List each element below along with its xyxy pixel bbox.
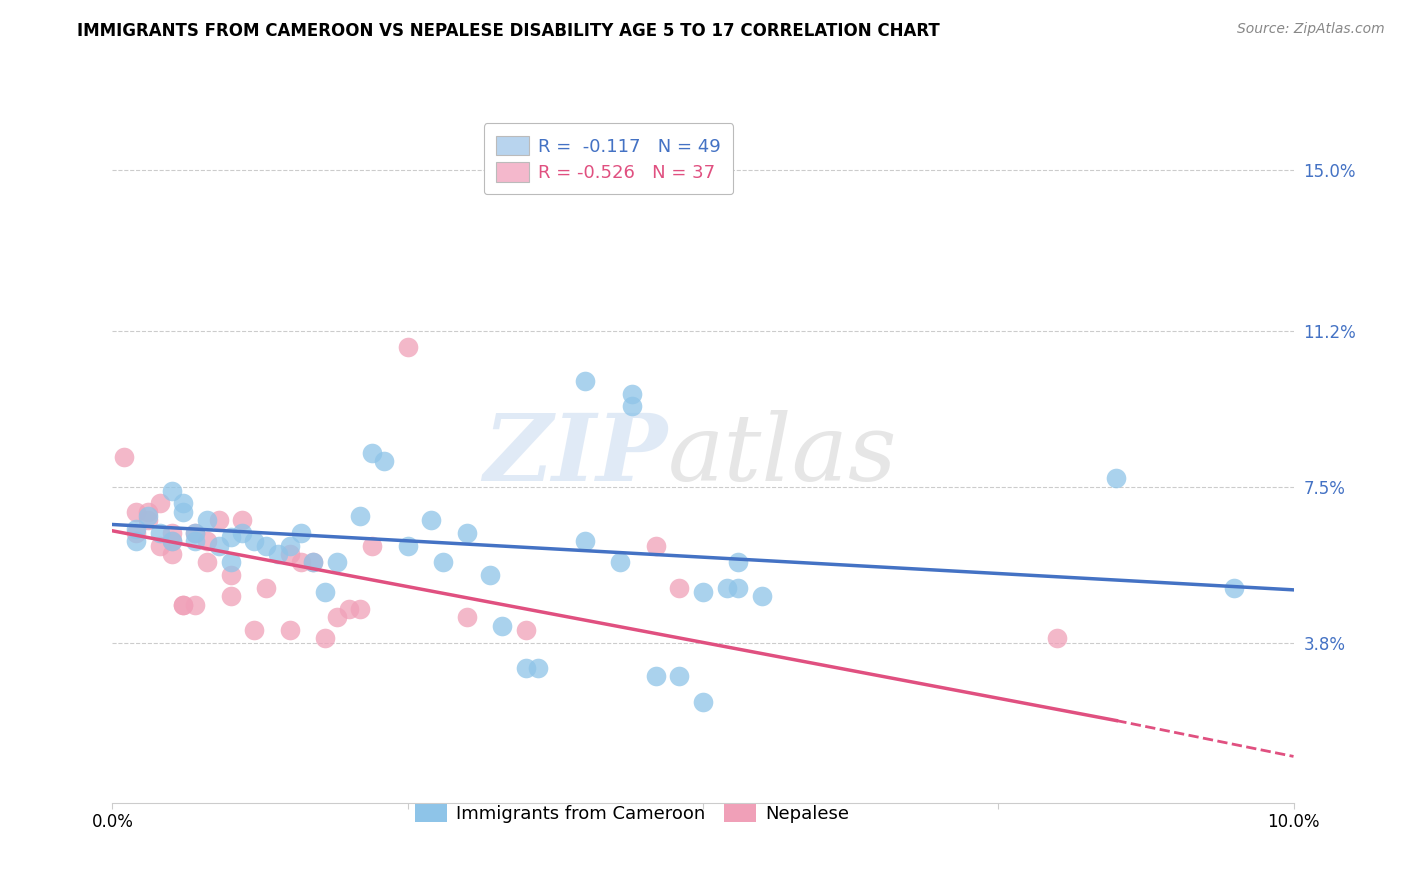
Point bbox=[172, 598, 194, 612]
Point bbox=[231, 513, 253, 527]
Point bbox=[160, 534, 183, 549]
Point bbox=[432, 556, 454, 570]
Point bbox=[692, 695, 714, 709]
Point bbox=[526, 661, 548, 675]
Point bbox=[751, 589, 773, 603]
Point bbox=[479, 568, 502, 582]
Point bbox=[172, 598, 194, 612]
Point bbox=[396, 539, 419, 553]
Point bbox=[219, 556, 242, 570]
Point bbox=[125, 534, 148, 549]
Point bbox=[125, 525, 148, 540]
Point bbox=[231, 525, 253, 540]
Point bbox=[136, 513, 159, 527]
Point bbox=[491, 618, 513, 632]
Point bbox=[515, 661, 537, 675]
Point bbox=[456, 525, 478, 540]
Point bbox=[136, 505, 159, 519]
Point bbox=[621, 400, 644, 414]
Point bbox=[184, 525, 207, 540]
Point bbox=[160, 534, 183, 549]
Point bbox=[195, 534, 218, 549]
Point bbox=[396, 340, 419, 354]
Point bbox=[160, 547, 183, 561]
Point bbox=[278, 547, 301, 561]
Point bbox=[1046, 632, 1069, 646]
Point bbox=[125, 522, 148, 536]
Point bbox=[149, 496, 172, 510]
Point bbox=[349, 509, 371, 524]
Legend: Immigrants from Cameroon, Nepalese: Immigrants from Cameroon, Nepalese bbox=[406, 795, 858, 832]
Point bbox=[136, 509, 159, 524]
Point bbox=[420, 513, 443, 527]
Point bbox=[243, 623, 266, 637]
Point bbox=[574, 374, 596, 388]
Point bbox=[1223, 581, 1246, 595]
Point bbox=[243, 534, 266, 549]
Point bbox=[456, 610, 478, 624]
Point bbox=[326, 610, 349, 624]
Text: IMMIGRANTS FROM CAMEROON VS NEPALESE DISABILITY AGE 5 TO 17 CORRELATION CHART: IMMIGRANTS FROM CAMEROON VS NEPALESE DIS… bbox=[77, 22, 941, 40]
Point bbox=[219, 589, 242, 603]
Point bbox=[208, 539, 231, 553]
Point bbox=[326, 556, 349, 570]
Point bbox=[195, 513, 218, 527]
Point bbox=[1105, 471, 1128, 485]
Text: atlas: atlas bbox=[668, 410, 897, 500]
Point bbox=[172, 496, 194, 510]
Point bbox=[184, 534, 207, 549]
Point bbox=[149, 525, 172, 540]
Point bbox=[349, 602, 371, 616]
Point bbox=[278, 539, 301, 553]
Point bbox=[373, 454, 395, 468]
Point bbox=[668, 669, 690, 683]
Point bbox=[574, 534, 596, 549]
Point bbox=[314, 632, 336, 646]
Point bbox=[361, 446, 384, 460]
Point bbox=[727, 581, 749, 595]
Point bbox=[254, 581, 277, 595]
Point bbox=[184, 598, 207, 612]
Point bbox=[668, 581, 690, 595]
Text: Source: ZipAtlas.com: Source: ZipAtlas.com bbox=[1237, 22, 1385, 37]
Point bbox=[125, 505, 148, 519]
Point bbox=[515, 623, 537, 637]
Point bbox=[314, 585, 336, 599]
Point bbox=[219, 530, 242, 544]
Point bbox=[254, 539, 277, 553]
Point bbox=[172, 505, 194, 519]
Point bbox=[208, 513, 231, 527]
Point bbox=[621, 386, 644, 401]
Point bbox=[278, 623, 301, 637]
Point bbox=[644, 669, 666, 683]
Point bbox=[727, 556, 749, 570]
Point bbox=[184, 525, 207, 540]
Point bbox=[290, 525, 312, 540]
Point bbox=[160, 483, 183, 498]
Point bbox=[692, 585, 714, 599]
Point bbox=[290, 556, 312, 570]
Point bbox=[267, 547, 290, 561]
Point bbox=[609, 556, 631, 570]
Point bbox=[337, 602, 360, 616]
Point bbox=[361, 539, 384, 553]
Text: ZIP: ZIP bbox=[484, 410, 668, 500]
Point bbox=[160, 525, 183, 540]
Point bbox=[302, 556, 325, 570]
Point bbox=[219, 568, 242, 582]
Point bbox=[195, 556, 218, 570]
Point bbox=[302, 556, 325, 570]
Point bbox=[716, 581, 738, 595]
Point bbox=[644, 539, 666, 553]
Point bbox=[149, 539, 172, 553]
Point bbox=[112, 450, 135, 464]
